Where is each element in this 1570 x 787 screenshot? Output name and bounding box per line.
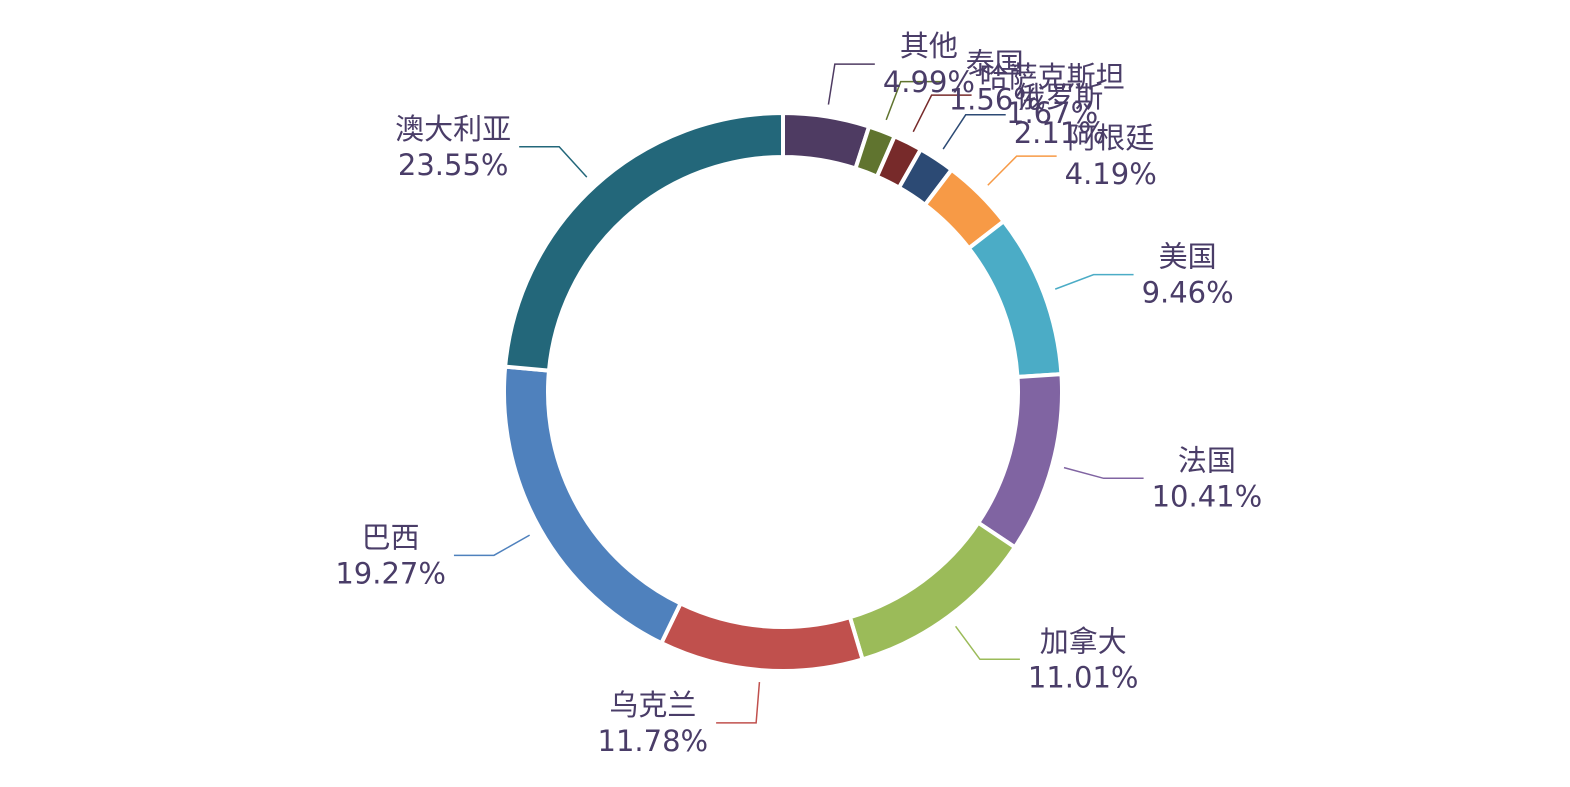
leader-line-3 bbox=[942, 114, 1006, 150]
leader-line-6 bbox=[1063, 466, 1144, 480]
slice-label-8: 乌克兰 bbox=[609, 688, 696, 722]
slice-value-10: 23.55% bbox=[398, 148, 509, 182]
slice-value-9: 19.27% bbox=[335, 556, 446, 590]
slice-value-2: 1.67% bbox=[1006, 96, 1098, 130]
slice-5 bbox=[966, 218, 1064, 380]
leader-line-9 bbox=[453, 534, 531, 557]
slice-label-4: 阿根廷 bbox=[1067, 121, 1154, 155]
leader-line-10 bbox=[519, 146, 588, 178]
leader-line-0 bbox=[827, 63, 875, 105]
slice-9 bbox=[502, 364, 684, 646]
slice-label-0: 其他 bbox=[900, 29, 958, 63]
leader-line-7 bbox=[954, 625, 1020, 661]
leader-line-5 bbox=[1054, 273, 1134, 290]
leader-line-2 bbox=[912, 94, 972, 133]
slice-labels: 其他4.99%泰国1.56%哈萨克斯坦1.67%俄罗斯2.11%阿根廷4.19%… bbox=[335, 29, 1262, 758]
slice-label-2: 哈萨克斯坦 bbox=[980, 60, 1125, 94]
slice-value-8: 11.78% bbox=[598, 724, 709, 758]
slice-10 bbox=[502, 110, 785, 373]
slice-label-1: 泰国 bbox=[966, 47, 1024, 81]
slice-6 bbox=[975, 372, 1064, 550]
slice-value-6: 10.41% bbox=[1152, 479, 1263, 513]
leader-line-1 bbox=[885, 80, 941, 121]
slice-label-9: 巴西 bbox=[362, 520, 420, 554]
slice-label-7: 加拿大 bbox=[1040, 624, 1127, 658]
slice-label-3: 俄罗斯 bbox=[1016, 80, 1103, 114]
slice-label-10: 澳大利亚 bbox=[395, 112, 511, 146]
slice-value-5: 9.46% bbox=[1142, 276, 1234, 310]
slice-8 bbox=[658, 600, 866, 673]
leader-lines bbox=[453, 63, 1144, 724]
slice-7 bbox=[847, 519, 1018, 662]
slice-value-7: 11.01% bbox=[1028, 660, 1139, 694]
donut-slices bbox=[502, 110, 1064, 673]
slice-label-5: 美国 bbox=[1159, 240, 1217, 274]
slice-label-6: 法国 bbox=[1178, 443, 1236, 477]
slice-value-4: 4.19% bbox=[1065, 157, 1157, 191]
leader-line-8 bbox=[716, 681, 761, 724]
leader-line-4 bbox=[987, 155, 1057, 186]
slice-value-1: 1.56% bbox=[949, 83, 1041, 117]
slice-value-3: 2.11% bbox=[1014, 116, 1106, 150]
slice-value-0: 4.99% bbox=[883, 65, 975, 99]
